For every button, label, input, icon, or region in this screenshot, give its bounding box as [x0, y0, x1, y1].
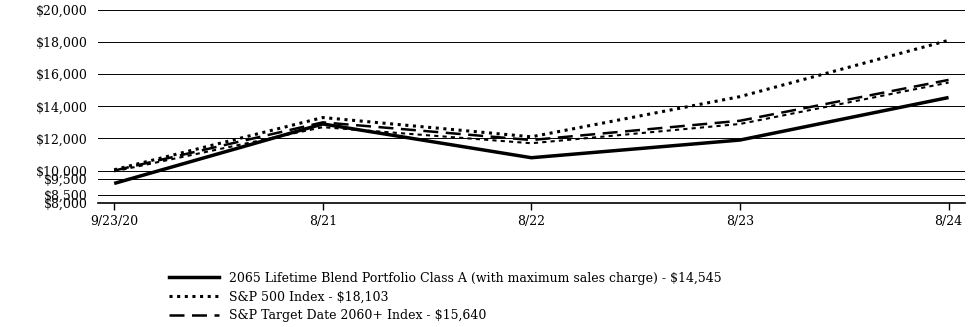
Legend: 2065 Lifetime Blend Portfolio Class A (with maximum sales charge) - $14,545, S&P: 2065 Lifetime Blend Portfolio Class A (w… — [165, 267, 727, 327]
